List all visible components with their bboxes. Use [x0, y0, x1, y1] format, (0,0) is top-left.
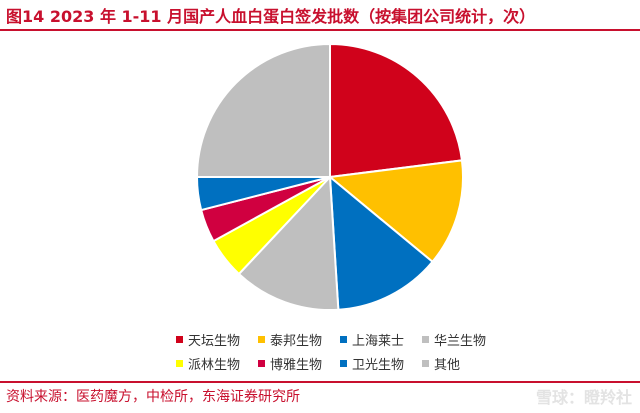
pie-slice-1 [329, 42, 464, 179]
watermark: 雪球：瞪羚社 [535, 388, 632, 407]
pie-slice-4 [237, 174, 340, 311]
legend-swatch [258, 359, 265, 367]
legend-label: 天坛生物 [188, 333, 241, 349]
legend-swatch [422, 335, 429, 343]
legend-label: 派林生物 [188, 357, 241, 373]
legend-label: 上海莱士 [352, 333, 405, 349]
legend-swatch [340, 359, 347, 367]
legend-label: 卫光生物 [352, 357, 405, 373]
legend-swatch [176, 335, 183, 343]
legend-label: 其他 [434, 357, 461, 373]
legend-label: 泰邦生物 [270, 333, 323, 349]
legend-row-1: 天坛生物 泰邦生物 上海莱士 华兰生物 [176, 328, 506, 350]
legend-item-other: 其他 [422, 354, 504, 373]
legend-item-weiguang: 卫光生物 [340, 354, 422, 373]
pie-slice-2 [327, 159, 464, 264]
legend-item-hualan: 华兰生物 [422, 330, 504, 349]
legend-item-taibang: 泰邦生物 [258, 330, 340, 349]
legend-item-pailin: 派林生物 [176, 354, 258, 373]
legend-swatch [340, 335, 347, 343]
figure-title: 图14 2023 年 1-11 月国产人血白蛋白签发批数（按集团公司统计，次） [6, 7, 536, 26]
chart-legend: 天坛生物 泰邦生物 上海莱士 华兰生物 派林生物 博雅生物 卫光生物 [176, 328, 506, 376]
legend-item-tiantan: 天坛生物 [176, 330, 258, 349]
pie-slice-3 [328, 174, 434, 311]
source-note: 资料来源：医药魔方，中检所，东海证券研究所 [6, 389, 300, 405]
legend-swatch [258, 335, 265, 343]
legend-swatch [422, 359, 429, 367]
legend-swatch [176, 359, 183, 367]
title-rule [0, 29, 640, 31]
legend-row-2: 派林生物 博雅生物 卫光生物 其他 [176, 352, 506, 374]
legend-item-boya: 博雅生物 [258, 354, 340, 373]
legend-label: 博雅生物 [270, 357, 323, 373]
source-rule [0, 381, 640, 383]
legend-label: 华兰生物 [434, 333, 487, 349]
legend-item-shanghai-laishi: 上海莱士 [340, 330, 422, 349]
pie-slice-8 [195, 42, 331, 178]
